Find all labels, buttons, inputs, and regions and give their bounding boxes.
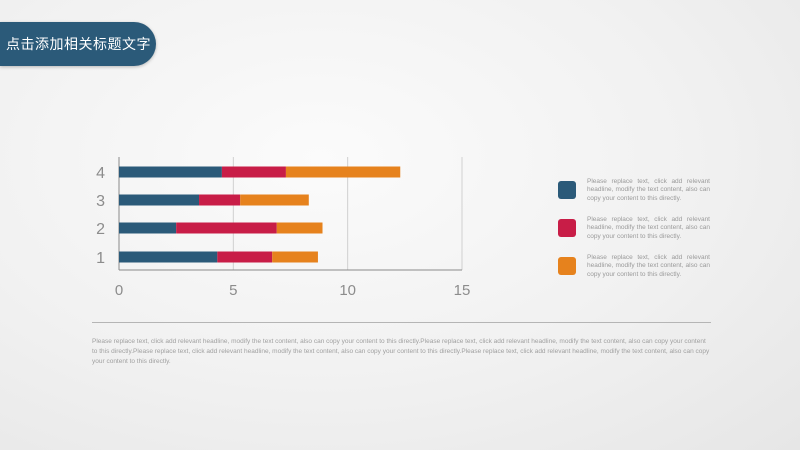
chart-legend: Please replace text, click add relevant … xyxy=(558,178,710,292)
y-tick-label: 2 xyxy=(96,221,105,238)
bar-3-series-3 xyxy=(240,194,309,206)
y-tick-label: 1 xyxy=(96,250,105,267)
legend-text: Please replace text, click add relevant … xyxy=(587,178,710,202)
legend-item: Please replace text, click add relevant … xyxy=(558,216,710,254)
bar-2-series-2 xyxy=(176,222,277,234)
legend-swatch-series-2 xyxy=(558,219,576,237)
bar-1-series-3 xyxy=(272,251,318,263)
x-tick-label: 15 xyxy=(454,282,471,299)
y-tick-label: 4 xyxy=(96,165,105,182)
body-paragraph: Please replace text, click add relevant … xyxy=(92,338,710,365)
bar-4-series-2 xyxy=(221,166,286,178)
divider-line xyxy=(92,322,711,323)
bar-2-series-1 xyxy=(119,222,177,234)
legend-text: Please replace text, click add relevant … xyxy=(587,254,710,278)
legend-swatch-series-1 xyxy=(558,181,576,199)
legend-text: Please replace text, click add relevant … xyxy=(587,216,710,240)
bar-1-series-1 xyxy=(119,251,218,263)
bar-4-series-1 xyxy=(119,166,222,178)
y-tick-label: 3 xyxy=(96,193,105,210)
title-banner: 点击添加相关标题文字 xyxy=(0,22,156,66)
bar-4-series-3 xyxy=(285,166,401,178)
legend-item: Please replace text, click add relevant … xyxy=(558,254,710,292)
x-tick-label: 5 xyxy=(229,282,237,299)
bar-3-series-1 xyxy=(119,194,200,206)
bar-3-series-2 xyxy=(199,194,241,206)
bar-1-series-2 xyxy=(217,251,273,263)
x-tick-label: 0 xyxy=(115,282,123,299)
x-tick-label: 10 xyxy=(339,282,356,299)
legend-swatch-series-3 xyxy=(558,257,576,275)
bar-2-series-3 xyxy=(276,222,323,234)
legend-item: Please replace text, click add relevant … xyxy=(558,178,710,216)
page-title: 点击添加相关标题文字 xyxy=(6,37,151,53)
